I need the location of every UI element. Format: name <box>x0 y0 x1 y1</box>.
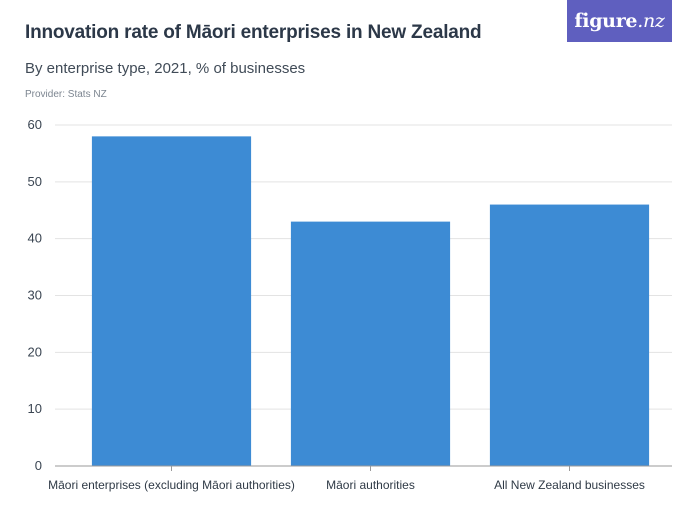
bars <box>91 136 650 467</box>
x-tick-label: Māori enterprises (excluding Māori autho… <box>48 478 295 492</box>
y-tick-label: 50 <box>28 174 42 189</box>
x-tick-label: All New Zealand businesses <box>494 478 645 492</box>
y-tick-label: 10 <box>28 401 42 416</box>
y-tick-label: 0 <box>35 458 42 473</box>
bar[interactable] <box>290 221 451 466</box>
y-tick-label: 40 <box>28 231 42 246</box>
provider-note: Provider: Stats NZ <box>25 89 107 100</box>
y-tick-label: 20 <box>28 344 42 359</box>
y-tick-label: 60 <box>28 117 42 132</box>
figure-nz-logo[interactable]: figure .nz <box>567 0 672 42</box>
logo-text: figure <box>574 10 638 32</box>
bar[interactable] <box>489 204 650 467</box>
y-tick-label: 30 <box>28 288 42 303</box>
bar[interactable] <box>91 136 252 466</box>
logo-suffix: .nz <box>637 10 665 32</box>
chart-subtitle: By enterprise type, 2021, % of businesse… <box>25 60 306 77</box>
chart-title: Innovation rate of Māori enterprises in … <box>25 22 482 43</box>
x-axis: Māori enterprises (excluding Māori autho… <box>48 465 672 492</box>
x-tick-label: Māori authorities <box>326 478 415 492</box>
